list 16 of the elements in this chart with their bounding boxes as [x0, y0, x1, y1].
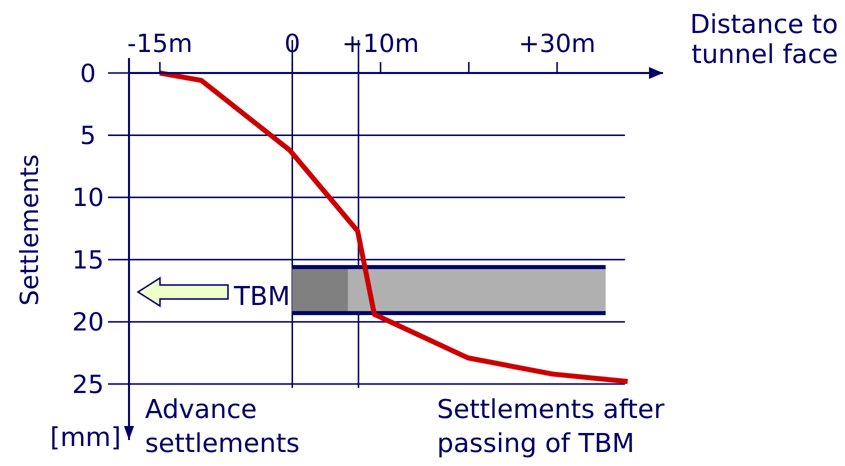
- x-axis-title: Distance to tunnel face: [690, 10, 838, 70]
- y-tick-label: 10: [72, 183, 104, 212]
- y-tick-label: 15: [72, 245, 104, 274]
- annotation: TBM: [233, 282, 290, 312]
- x-tick-label: 0: [284, 29, 300, 58]
- annotation: Advance settlements: [145, 395, 300, 459]
- x-tick-label: -15m: [127, 29, 192, 58]
- y-tick-label: 25: [72, 370, 104, 399]
- text: [mm]: [50, 423, 121, 453]
- y-axis-title: Settlements: [15, 154, 44, 306]
- y-tick-label: 5: [80, 120, 96, 150]
- y-tick-label: 0: [80, 58, 96, 88]
- y-tick-label: 20: [72, 308, 104, 337]
- x-tick-label: +10m: [342, 29, 420, 58]
- annotation: Settlements after passing of TBM: [437, 395, 665, 459]
- x-tick-label: +30m: [518, 29, 596, 58]
